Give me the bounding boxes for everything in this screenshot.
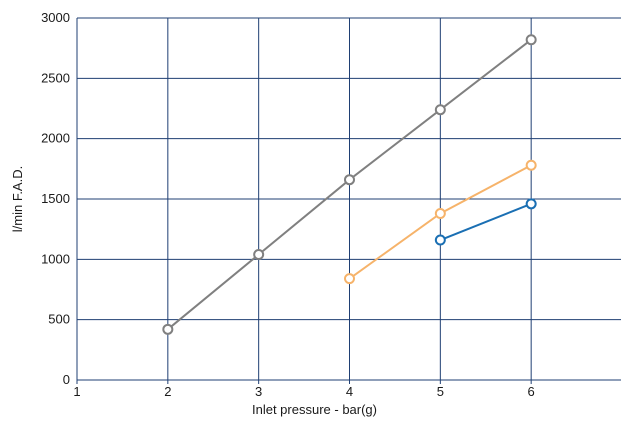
series-layer — [162, 34, 537, 335]
x-tick-label: 4 — [346, 384, 353, 399]
x-tick-label: 2 — [164, 384, 171, 399]
y-tick-label: 2500 — [41, 70, 70, 85]
data-point — [434, 104, 446, 116]
y-tick-label: 1000 — [41, 251, 70, 266]
y-tick-label: 0 — [63, 372, 70, 387]
y-tick-label: 500 — [48, 312, 70, 327]
x-tick-label: 5 — [437, 384, 444, 399]
x-axis-label: Inlet pressure - bar(g) — [252, 402, 377, 417]
x-tick-label: 6 — [528, 384, 535, 399]
y-axis-label: l/min F.A.D. — [10, 166, 25, 232]
data-point — [344, 174, 355, 186]
data-point — [525, 159, 537, 171]
x-tick-labels: 1 2 3 4 5 6 — [73, 384, 534, 399]
grid — [76, 17, 621, 384]
series-line — [439, 202, 532, 241]
x-tick-label: 1 — [73, 384, 80, 399]
data-point — [525, 34, 537, 46]
data-point — [344, 273, 355, 285]
y-tick-label: 1500 — [41, 191, 70, 206]
data-point — [434, 234, 446, 246]
y-tick-labels: 0 500 1000 1500 2000 2500 3000 — [41, 10, 70, 387]
y-tick-label: 2000 — [41, 131, 70, 146]
data-point — [162, 323, 174, 335]
y-tick-label: 3000 — [41, 10, 70, 25]
data-point — [525, 198, 537, 210]
x-tick-label: 3 — [255, 384, 262, 399]
data-point — [253, 249, 265, 261]
data-point — [434, 207, 446, 219]
